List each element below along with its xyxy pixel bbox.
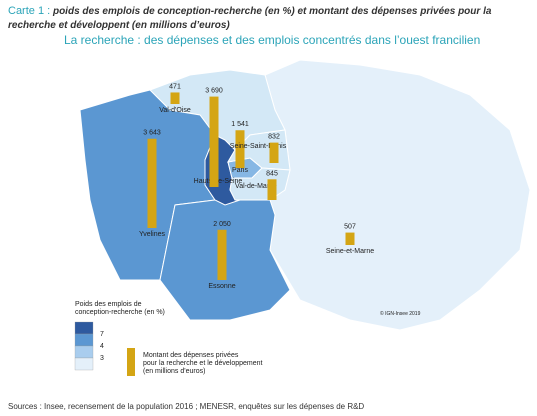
legend-swatch [74,345,94,359]
value-label: 1 541 [231,121,249,128]
legend-bar-title: Montant des dépenses privées pour la rec… [143,352,264,375]
legend-tick: 3 [100,355,104,362]
caption-text: poids des emplois de conception-recherch… [8,6,492,31]
bar [217,229,227,280]
dept-name: Essonne [208,283,235,290]
legend-title: Poids des emplois de conception-recherch… [75,301,165,316]
dept-area [264,59,531,331]
value-label: 507 [344,224,356,231]
credit: © IGN-Insee 2019 [380,310,421,317]
value-label: 845 [266,170,278,177]
source: Sources : Insee, recensement de la popul… [8,402,365,411]
bar [345,232,355,245]
value-label: 3 690 [205,88,223,95]
legend-swatch [74,357,94,371]
bar [267,179,277,200]
bar [147,138,157,228]
bar [269,142,279,163]
value-label: 832 [268,134,280,141]
legend-tick: 7 [100,331,104,338]
dept-name: Seine-et-Marne [326,248,374,255]
dept-name: Seine-Saint-Denis [230,143,287,150]
bar [170,92,180,104]
map: © IGN-Insee 2019 Val-d'Oise471Hauts-de-S… [74,59,531,376]
caption: Carte 1 : poids des emplois de conceptio… [8,4,528,33]
bar [235,130,245,168]
legend-swatch [74,321,94,335]
dept-name: Yvelines [139,231,166,238]
value-label: 3 643 [143,130,161,137]
dept-name: Val-de-Marne [235,183,277,190]
legend-tick: 4 [100,343,104,350]
value-label: 2 050 [213,221,231,228]
legend-bar [127,348,135,376]
dept-name: Paris [232,167,248,174]
bar [209,96,219,187]
dept-name: Val-d'Oise [159,107,191,114]
caption-label: Carte 1 : [8,5,51,17]
value-label: 471 [169,83,181,90]
map-title: La recherche : des dépenses et des emplo… [64,33,481,47]
legend-swatch [74,333,94,347]
